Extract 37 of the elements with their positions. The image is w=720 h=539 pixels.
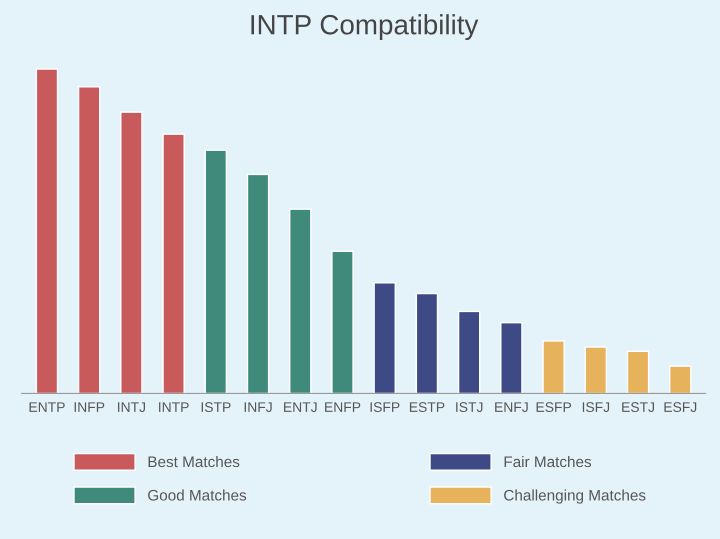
x-tick-label: ESFP — [536, 402, 572, 412]
x-tick-label: ISFJ — [582, 402, 610, 412]
bar — [36, 68, 58, 394]
bar — [669, 366, 692, 394]
x-tick-label: INFP — [74, 402, 104, 412]
bar — [120, 111, 143, 394]
bar — [289, 208, 312, 394]
x-tick-label: ENFJ — [495, 402, 528, 412]
bar — [584, 346, 608, 394]
x-tick-label: ISTJ — [456, 402, 482, 412]
bar — [626, 350, 650, 394]
legend-label: Good Matches — [148, 489, 246, 501]
chart-title: INTP Compatibility — [251, 14, 478, 40]
x-tick-label: ISFP — [370, 402, 400, 412]
x-tick-label: INTJ — [118, 402, 146, 412]
x-tick-label: INFJ — [244, 402, 272, 412]
bar — [458, 310, 480, 394]
x-tick-label: ESTJ — [622, 402, 654, 412]
legend-label: Fair Matches — [504, 456, 592, 468]
x-tick-label: ENTJ — [284, 402, 317, 412]
x-tick-label: INTP — [159, 402, 189, 412]
x-tick-label: ESFJ — [664, 402, 696, 412]
legend-label: Best Matches — [148, 456, 240, 468]
bar — [500, 322, 523, 394]
bar — [373, 282, 396, 394]
legend-label: Challenging Matches — [504, 489, 646, 504]
bar — [542, 340, 565, 394]
bar — [78, 86, 100, 394]
x-tick-label: ISTP — [202, 402, 231, 412]
bar — [416, 292, 438, 394]
x-tick-label: ESTP — [410, 402, 444, 412]
x-tick-label: ENTP — [30, 402, 65, 412]
bar — [204, 149, 228, 394]
x-tick-label: ENFP — [325, 402, 360, 412]
bar — [331, 250, 354, 394]
bar — [246, 174, 270, 394]
bar — [162, 134, 185, 394]
